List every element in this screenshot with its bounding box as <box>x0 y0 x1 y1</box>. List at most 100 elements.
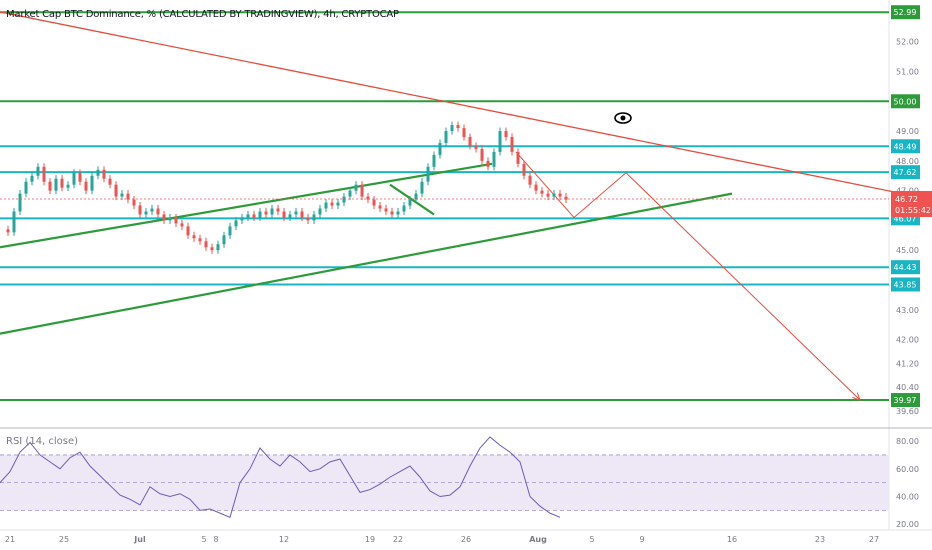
candle-body <box>366 196 370 200</box>
time-tick-label: 26 <box>461 535 471 544</box>
candle-body <box>330 202 334 206</box>
candle-body <box>348 190 352 197</box>
time-tick-label: 23 <box>815 535 825 544</box>
candle-body <box>372 199 376 206</box>
level-badge <box>891 139 920 154</box>
candle-body <box>486 160 490 167</box>
candle-body <box>174 217 178 224</box>
price-tick-label: 41.20 <box>896 359 919 368</box>
candle-body <box>558 193 562 197</box>
candle-body <box>354 184 358 191</box>
candle-body <box>294 211 298 215</box>
level-label: 47.62 <box>894 168 917 177</box>
level-label: 43.85 <box>894 280 917 289</box>
price-tick-label: 49.00 <box>896 127 919 136</box>
rsi-line <box>0 436 561 518</box>
price-tick-label: 48.00 <box>896 157 919 166</box>
candle-body <box>396 211 400 215</box>
candle-body <box>246 214 250 218</box>
candle-body <box>276 208 280 212</box>
candle-body <box>414 193 418 200</box>
candle-body <box>342 196 346 203</box>
level-badge <box>891 5 920 20</box>
time-tick-label: 21 <box>5 535 15 544</box>
candle-body <box>48 181 52 191</box>
rsi-tick-label: 20.00 <box>896 520 919 529</box>
candle-body <box>132 199 136 206</box>
candle-body <box>42 166 46 182</box>
candle-body <box>444 131 448 143</box>
candle-body <box>540 190 544 194</box>
candle-body <box>474 145 478 149</box>
candle-body <box>522 163 526 176</box>
price-tick-label: 42.00 <box>896 336 919 345</box>
candle-body <box>180 223 184 227</box>
level-badge <box>891 94 920 109</box>
candle-body <box>162 214 166 221</box>
level-label: 46.07 <box>894 214 917 223</box>
candle-body <box>6 229 10 233</box>
candle-body <box>258 211 262 218</box>
candle-body <box>168 217 172 221</box>
trendline <box>0 11 932 201</box>
current-price-badge <box>891 190 932 217</box>
candle-body <box>282 211 286 218</box>
candle-body <box>264 211 268 215</box>
candle-body <box>72 172 76 185</box>
candle-body <box>504 131 508 138</box>
candle-body <box>360 184 364 197</box>
current-price-label: 46.72 <box>895 195 918 204</box>
candle-body <box>228 226 232 236</box>
rsi-title: RSI (14, close) <box>6 436 79 447</box>
candle-body <box>510 137 514 152</box>
price-tick-label: 39.60 <box>896 407 919 416</box>
candle-body <box>462 128 466 138</box>
candle-body <box>378 205 382 209</box>
rsi-tick-label: 60.00 <box>896 465 919 474</box>
level-label: 39.97 <box>894 396 917 405</box>
candle-body <box>240 217 244 221</box>
candle-body <box>318 208 322 215</box>
candle-body <box>426 166 430 182</box>
candle-body <box>12 211 16 233</box>
candle-body <box>402 205 406 212</box>
candle-body <box>192 235 196 239</box>
rsi-tick-label: 80.00 <box>896 437 919 446</box>
time-tick-label: 5 <box>201 535 206 544</box>
candle-body <box>438 142 442 155</box>
candle-body <box>150 208 154 212</box>
candle-body <box>30 175 34 182</box>
time-tick-label: 25 <box>59 535 69 544</box>
candle-body <box>198 238 202 242</box>
level-label: 48.49 <box>894 142 917 151</box>
candle-body <box>78 172 82 182</box>
candle-body <box>120 193 124 197</box>
countdown-label: 01:55:42 <box>895 206 931 215</box>
time-tick-label: 8 <box>213 535 218 544</box>
candle-body <box>534 184 538 191</box>
chart-title: Market Cap BTC Dominance, % (CALCULATED … <box>6 9 399 20</box>
candle-body <box>492 151 496 167</box>
candle-body <box>24 181 28 194</box>
candle-body <box>60 178 64 188</box>
time-tick-label: 27 <box>869 535 879 544</box>
candle-body <box>564 196 568 200</box>
candle-body <box>216 244 220 251</box>
time-tick-label: Aug <box>529 535 547 544</box>
candle-body <box>108 178 112 185</box>
candle-body <box>468 137 472 146</box>
candle-body <box>336 202 340 206</box>
candle-body <box>204 241 208 248</box>
level-badge <box>891 260 920 275</box>
level-badge <box>891 165 920 180</box>
candle-body <box>312 214 316 221</box>
projection-arrowhead <box>852 392 861 401</box>
candle-body <box>156 208 160 215</box>
eye-icon-pupil <box>620 115 626 121</box>
candle-body <box>300 211 304 218</box>
rsi-tick-label: 40.00 <box>896 493 919 502</box>
candle-body <box>552 193 556 197</box>
candle-body <box>234 220 238 227</box>
candle-body <box>306 217 310 221</box>
